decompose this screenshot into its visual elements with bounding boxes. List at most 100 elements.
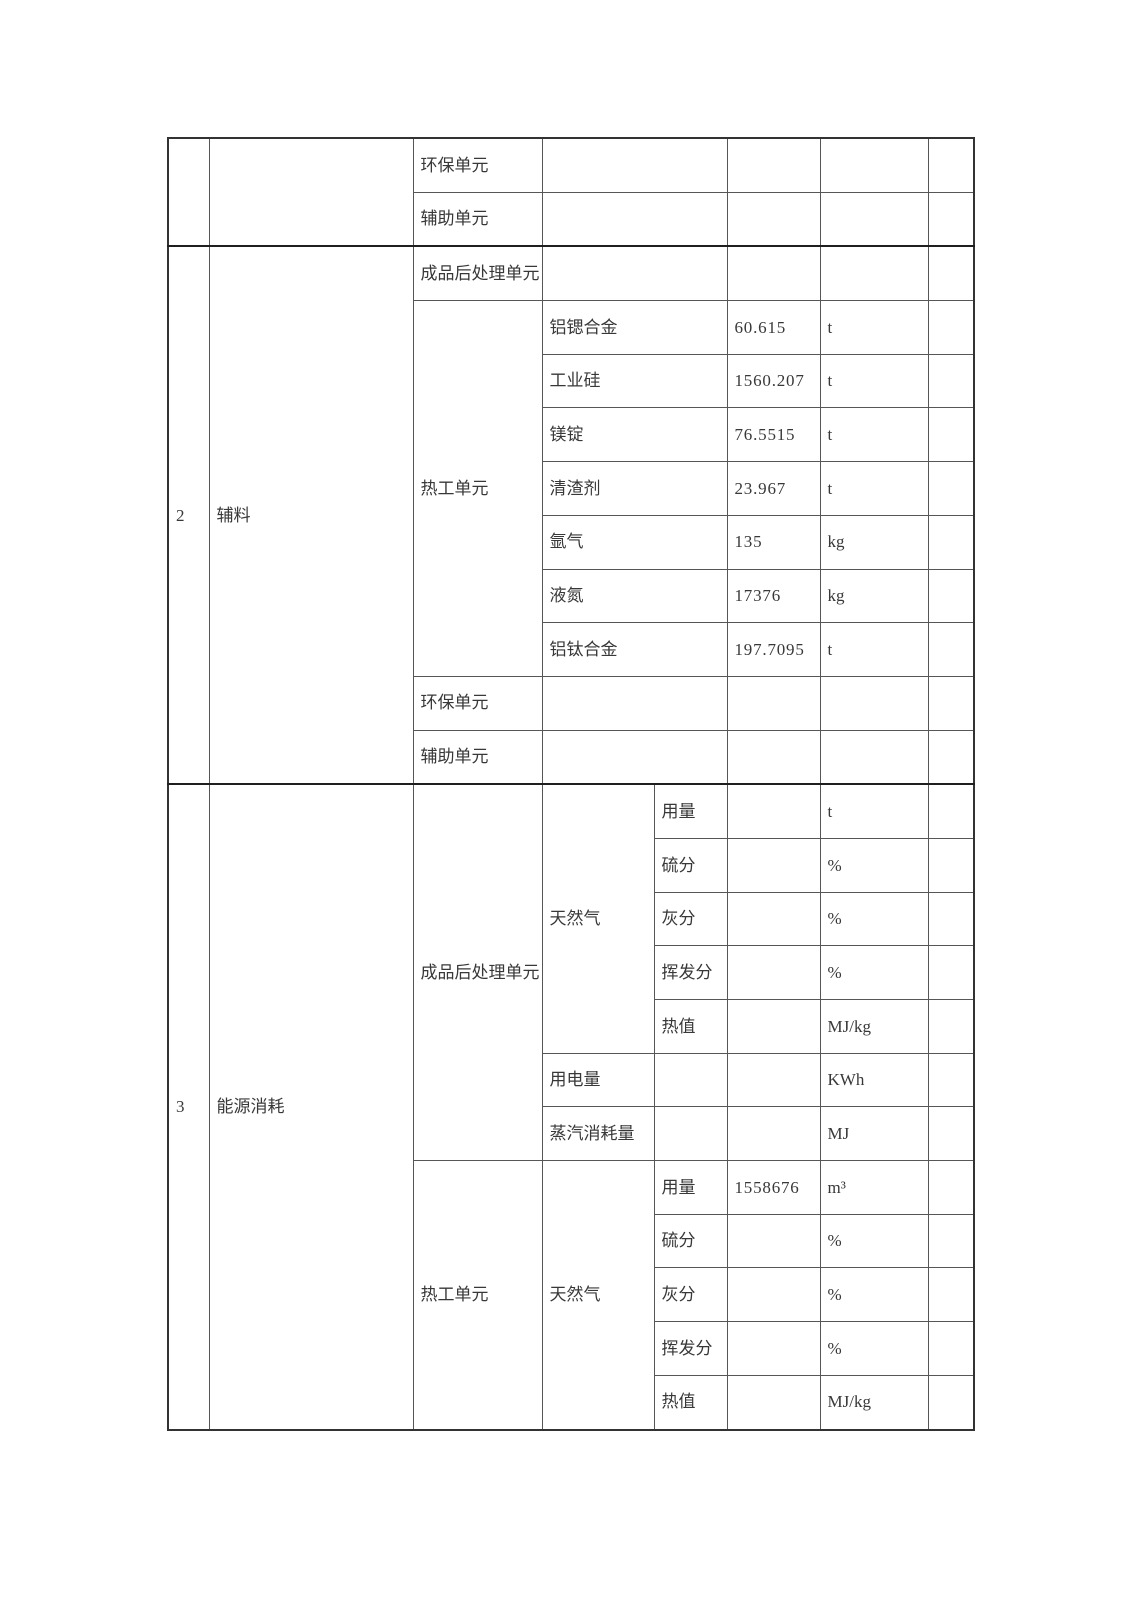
table-row: 用电量 KWh: [168, 1052, 975, 1108]
table-row: 热值 MJ/kg: [168, 1374, 975, 1431]
uom-cell: t: [819, 783, 929, 839]
uom-cell: MJ/kg: [819, 1374, 929, 1431]
uom-cell: KWh: [819, 1052, 929, 1108]
row-index-cell: 2: [167, 245, 210, 785]
item-cell: [541, 137, 728, 193]
item-cell: 铝钛合金: [541, 622, 728, 677]
item-cell: 工业硅: [541, 353, 728, 409]
table-row: 3 能源消耗 成品后处理单元 天然气 用量 t: [167, 783, 975, 1431]
remark-cell: [927, 137, 975, 193]
row-index-cell: [167, 137, 210, 247]
table-row: 辅助单元: [168, 729, 975, 785]
uom-cell: %: [819, 1321, 929, 1376]
item-cell: 清渣剂: [541, 461, 728, 516]
table-row: 清渣剂 23.967 t: [168, 461, 975, 516]
remark-cell: [927, 945, 975, 1000]
remark-cell: [927, 622, 975, 677]
value-cell: 1558676: [726, 1160, 821, 1215]
unit-cell: 热工单元: [412, 300, 543, 677]
remark-cell: [927, 999, 975, 1054]
item-cell: 镁锭: [541, 407, 728, 463]
uom-cell: %: [819, 891, 929, 947]
uom-cell: kg: [819, 514, 929, 570]
item-cell: [541, 191, 728, 247]
remark-cell: [927, 675, 975, 731]
item-cell: 液氮: [541, 568, 728, 624]
uom-cell: %: [819, 945, 929, 1000]
remark-cell: [927, 300, 975, 355]
uom-cell: [819, 137, 929, 193]
remark-cell: [927, 891, 975, 947]
remark-cell: [927, 783, 975, 839]
value-cell: [726, 783, 821, 839]
table-row: 蒸汽消耗量 MJ: [168, 1106, 975, 1162]
value-cell: 76.5515: [726, 407, 821, 463]
value-cell: 197.7095: [726, 622, 821, 677]
uom-cell: t: [819, 622, 929, 677]
table-row: 硫分 %: [168, 1213, 975, 1269]
value-cell: [726, 837, 821, 893]
value-cell: [726, 191, 821, 247]
value-cell: 60.615: [726, 300, 821, 355]
table-row: 硫分 %: [168, 837, 975, 893]
param-name-cell: 用量: [653, 1160, 728, 1215]
uom-cell: [819, 729, 929, 785]
table-row: 热工单元 天然气 用量 1558676 m³: [168, 1160, 975, 1430]
unit-cell: 热工单元: [412, 1160, 543, 1430]
item-cell: 用电量: [541, 1052, 655, 1108]
item-cell: 氩气: [541, 514, 728, 570]
unit-cell: 辅助单元: [412, 729, 543, 785]
value-cell: 135: [726, 514, 821, 570]
uom-cell: MJ/kg: [819, 999, 929, 1054]
uom-cell: [819, 191, 929, 247]
unit-cell: 辅助单元: [412, 191, 543, 247]
table-row: 铝钛合金 197.7095 t: [168, 622, 975, 677]
item-cell: 天然气: [541, 783, 655, 1054]
item-cell: 铝锶合金: [541, 300, 728, 355]
uom-cell: [819, 675, 929, 731]
table-row: 挥发分 %: [168, 945, 975, 1000]
value-cell: [726, 245, 821, 302]
remark-cell: [927, 1321, 975, 1376]
uom-cell: t: [819, 353, 929, 409]
table-row: 氩气 135 kg: [168, 514, 975, 570]
value-cell: 1560.207: [726, 353, 821, 409]
remark-cell: [927, 1052, 975, 1108]
value-cell: [726, 1267, 821, 1323]
value-cell: [726, 1321, 821, 1376]
value-cell: [726, 1106, 821, 1162]
value-cell: 17376: [726, 568, 821, 624]
table-row: 挥发分 %: [168, 1321, 975, 1376]
item-cell: 蒸汽消耗量: [541, 1106, 655, 1162]
uom-cell: m³: [819, 1160, 929, 1215]
spec-table: 环保单元 辅助单元 2 辅料 成品后处理单元 热工单元 铝锶合金 60.615 …: [167, 137, 975, 1431]
table-row: 环保单元: [168, 675, 975, 731]
param-name-cell: 热值: [653, 1374, 728, 1431]
remark-cell: [927, 568, 975, 624]
unit-cell: 环保单元: [412, 137, 543, 193]
remark-cell: [927, 1160, 975, 1215]
category-cell: 能源消耗: [208, 783, 414, 1431]
uom-cell: [819, 245, 929, 302]
uom-cell: %: [819, 1267, 929, 1323]
unit-cell: 成品后处理单元: [412, 783, 543, 1162]
remark-cell: [927, 353, 975, 409]
unit-cell: 环保单元: [412, 675, 543, 731]
param-name-cell: 灰分: [653, 891, 728, 947]
param-name-cell: 挥发分: [653, 1321, 728, 1376]
category-cell: [208, 137, 414, 247]
remark-cell: [927, 1213, 975, 1269]
remark-cell: [927, 514, 975, 570]
uom-cell: t: [819, 407, 929, 463]
item-cell: [541, 675, 728, 731]
param-name-cell: [653, 1052, 728, 1108]
table-row: 2 辅料 成品后处理单元: [167, 245, 975, 785]
item-cell: [541, 245, 728, 302]
table-sheet: 环保单元 辅助单元 2 辅料 成品后处理单元 热工单元 铝锶合金 60.615 …: [167, 137, 975, 1431]
remark-cell: [927, 407, 975, 463]
table-row: 热值 MJ/kg: [168, 999, 975, 1054]
remark-cell: [927, 461, 975, 516]
table-row: 环保单元: [167, 137, 975, 247]
uom-cell: t: [819, 300, 929, 355]
row-index-cell: 3: [167, 783, 210, 1431]
